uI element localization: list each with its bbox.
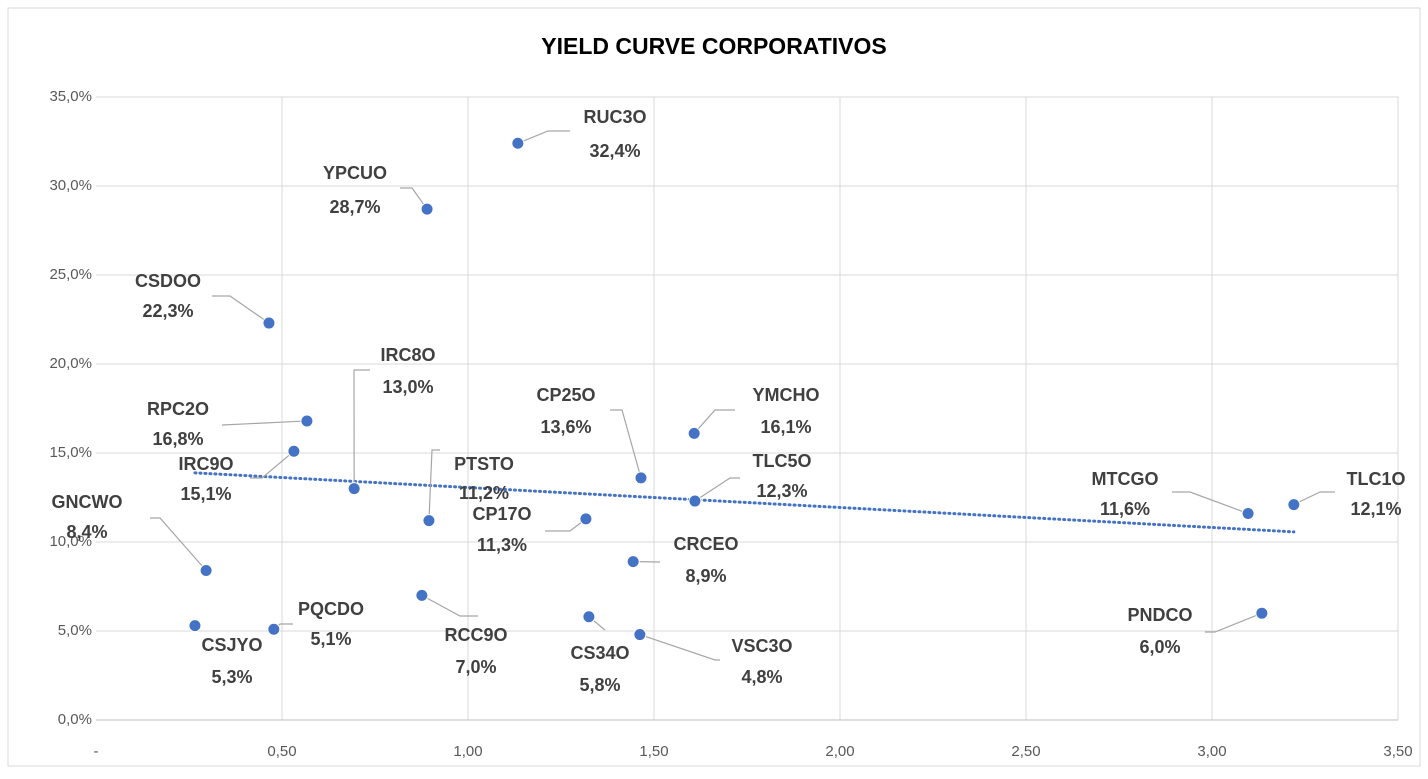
point-label: PNDCO: [1127, 605, 1192, 625]
point-label: RUC3O: [583, 107, 646, 127]
point: [635, 472, 647, 484]
x-tick-label: 2,50: [1011, 743, 1040, 760]
data-label: 8,9%: [685, 566, 726, 586]
data-label: 11,2%: [459, 483, 509, 503]
point: [580, 513, 592, 525]
point-label: CP25O: [536, 385, 595, 405]
data-label: 22,3%: [142, 301, 193, 321]
point: [348, 483, 360, 495]
point: [1256, 607, 1268, 619]
point: [627, 556, 639, 568]
y-tick-label: 15,0%: [49, 444, 92, 461]
data-label: 28,7%: [329, 197, 380, 217]
point: [301, 415, 313, 427]
point-label: CSJYO: [201, 635, 262, 655]
point: [583, 611, 595, 623]
data-label: 11,6%: [1100, 499, 1150, 519]
y-tick-label: 20,0%: [49, 355, 92, 372]
y-tick-label: 25,0%: [49, 266, 92, 283]
point: [423, 515, 435, 527]
data-label: 12,1%: [1350, 499, 1401, 519]
y-tick-label: 30,0%: [49, 177, 92, 194]
point: [416, 589, 428, 601]
point-label: YPCUO: [323, 163, 387, 183]
data-label: 32,4%: [589, 141, 640, 161]
point: [688, 427, 700, 439]
point: [512, 137, 524, 149]
x-tick-label: -: [94, 743, 99, 760]
x-tick-label: 3,00: [1197, 743, 1226, 760]
point-label: RCC9O: [444, 625, 507, 645]
point: [189, 620, 201, 632]
point-label: TLC5O: [752, 451, 811, 471]
x-tick-label: 0,50: [267, 743, 296, 760]
point-label: PTSTO: [454, 454, 514, 474]
point-label: IRC8O: [380, 345, 435, 365]
point-label: VSC3O: [731, 636, 792, 656]
y-tick-label: 5,0%: [58, 622, 92, 639]
chart-title: YIELD CURVE CORPORATIVOS: [541, 33, 886, 59]
point-label: PQCDO: [298, 599, 364, 619]
point: [1242, 508, 1254, 520]
data-label: 5,8%: [579, 675, 620, 695]
data-label: 6,0%: [1139, 637, 1180, 657]
point-label: CS34O: [570, 643, 629, 663]
point-label: TLC1O: [1346, 469, 1405, 489]
point: [634, 629, 646, 641]
x-tick-label: 1,00: [453, 743, 482, 760]
x-tick-label: 2,00: [825, 743, 854, 760]
point-label: CP17O: [472, 504, 531, 524]
data-label: 12,3%: [756, 481, 807, 501]
point-label: CSDOO: [135, 271, 201, 291]
point: [263, 317, 275, 329]
point: [268, 623, 280, 635]
x-tick-label: 1,50: [639, 743, 668, 760]
y-tick-label: 35,0%: [49, 88, 92, 105]
data-label: 13,0%: [382, 377, 433, 397]
data-label: 7,0%: [455, 657, 496, 677]
data-label: 15,1%: [180, 484, 231, 504]
point-label: RPC2O: [147, 399, 209, 419]
point-label: CRCEO: [673, 534, 738, 554]
data-label: 5,3%: [211, 667, 252, 687]
point-label: MTCGO: [1092, 469, 1159, 489]
point: [689, 495, 701, 507]
data-label: 13,6%: [540, 417, 591, 437]
data-label: 8,4%: [66, 522, 107, 542]
point: [288, 445, 300, 457]
y-tick-label: 0,0%: [58, 711, 92, 728]
point-label: GNCWO: [52, 492, 123, 512]
point: [1288, 499, 1300, 511]
point-label: YMCHO: [753, 385, 820, 405]
data-label: 11,3%: [477, 535, 527, 555]
data-label: 4,8%: [741, 667, 782, 687]
data-label: 16,1%: [760, 417, 811, 437]
data-label: 5,1%: [310, 629, 351, 649]
data-label: 16,8%: [152, 429, 203, 449]
point: [421, 203, 433, 215]
point-label: IRC9O: [178, 454, 233, 474]
x-tick-label: 3,50: [1383, 743, 1412, 760]
point: [200, 564, 212, 576]
